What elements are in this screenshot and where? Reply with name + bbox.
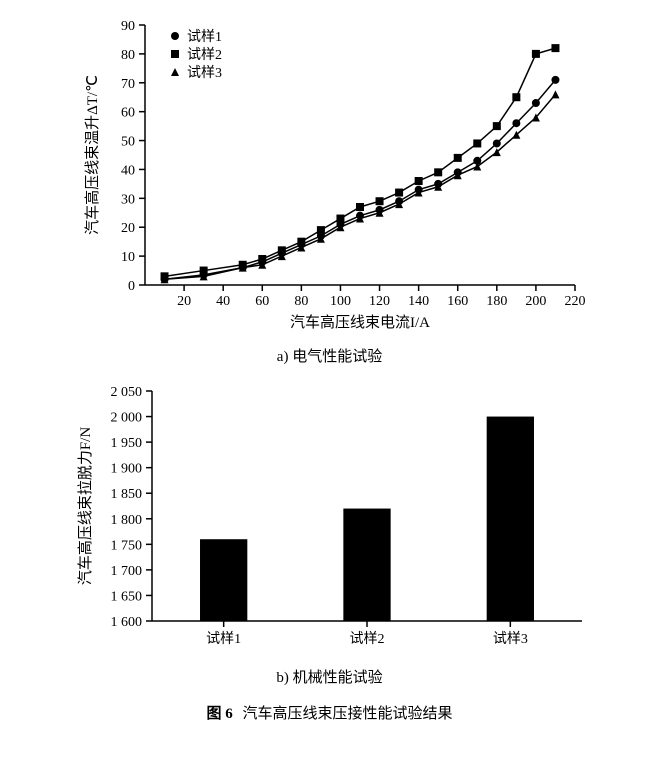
svg-text:2 000: 2 000 bbox=[111, 411, 143, 426]
svg-text:汽车高压线束拉脱力F/N: 汽车高压线束拉脱力F/N bbox=[77, 427, 94, 586]
svg-text:60: 60 bbox=[121, 106, 135, 121]
chart-b-caption: b) 机械性能试验 bbox=[10, 666, 649, 687]
svg-text:0: 0 bbox=[128, 279, 135, 294]
svg-text:汽车高压线束电流I/A: 汽车高压线束电流I/A bbox=[290, 314, 430, 331]
figure-caption-text: 汽车高压线束压接性能试验结果 bbox=[243, 706, 453, 722]
figure-number: 图 6 bbox=[206, 706, 232, 722]
svg-text:60: 60 bbox=[255, 294, 269, 309]
svg-text:汽车高压线束温升ΔT/℃: 汽车高压线束温升ΔT/℃ bbox=[84, 75, 101, 235]
svg-text:40: 40 bbox=[121, 163, 135, 178]
svg-text:1 950: 1 950 bbox=[111, 436, 143, 451]
svg-text:100: 100 bbox=[329, 294, 350, 309]
svg-text:160: 160 bbox=[447, 294, 468, 309]
svg-text:试样3: 试样3 bbox=[187, 65, 222, 81]
line-chart-panel: 20 40 60 80 100 120 140 160 180 200 220 0 10 20 30 40 50… bbox=[10, 10, 649, 366]
svg-text:90: 90 bbox=[121, 19, 135, 34]
svg-text:120: 120 bbox=[369, 294, 390, 309]
svg-text:1 600: 1 600 bbox=[111, 615, 143, 630]
svg-text:70: 70 bbox=[121, 77, 135, 92]
svg-text:试样2: 试样2 bbox=[187, 47, 222, 63]
chart-a-caption: a) 电气性能试验 bbox=[10, 345, 649, 366]
figure-caption: 图 6 汽车高压线束压接性能试验结果 bbox=[10, 702, 649, 723]
svg-text:140: 140 bbox=[408, 294, 429, 309]
svg-text:1 850: 1 850 bbox=[111, 487, 143, 502]
svg-text:80: 80 bbox=[294, 294, 308, 309]
svg-text:220: 220 bbox=[564, 294, 585, 309]
svg-text:1 700: 1 700 bbox=[111, 564, 143, 579]
svg-text:200: 200 bbox=[525, 294, 546, 309]
svg-text:试样2: 试样2 bbox=[350, 631, 385, 647]
svg-text:20: 20 bbox=[121, 221, 135, 236]
bar-chart-svg: 1 600 1 650 1 700 1 750 1 800 1 850 1 900 1 950… bbox=[57, 381, 602, 661]
svg-text:180: 180 bbox=[486, 294, 507, 309]
bar-chart-panel: 1 600 1 650 1 700 1 750 1 800 1 850 1 900 1 950… bbox=[10, 381, 649, 687]
svg-text:试样1: 试样1 bbox=[206, 631, 241, 647]
svg-text:30: 30 bbox=[121, 192, 135, 207]
svg-text:1 900: 1 900 bbox=[111, 462, 143, 477]
svg-text:10: 10 bbox=[121, 250, 135, 265]
svg-text:1 800: 1 800 bbox=[111, 513, 143, 528]
svg-text:80: 80 bbox=[121, 48, 135, 63]
svg-text:1 750: 1 750 bbox=[111, 538, 143, 553]
line-chart-svg: 20 40 60 80 100 120 140 160 180 200 220 0 10 20 30 40 50… bbox=[65, 10, 595, 340]
svg-text:试样3: 试样3 bbox=[493, 631, 528, 647]
svg-text:试样1: 试样1 bbox=[187, 29, 222, 45]
svg-text:20: 20 bbox=[177, 294, 191, 309]
svg-text:2 050: 2 050 bbox=[111, 385, 143, 400]
svg-text:50: 50 bbox=[121, 135, 135, 150]
svg-text:40: 40 bbox=[216, 294, 230, 309]
svg-text:1 650: 1 650 bbox=[111, 589, 143, 604]
